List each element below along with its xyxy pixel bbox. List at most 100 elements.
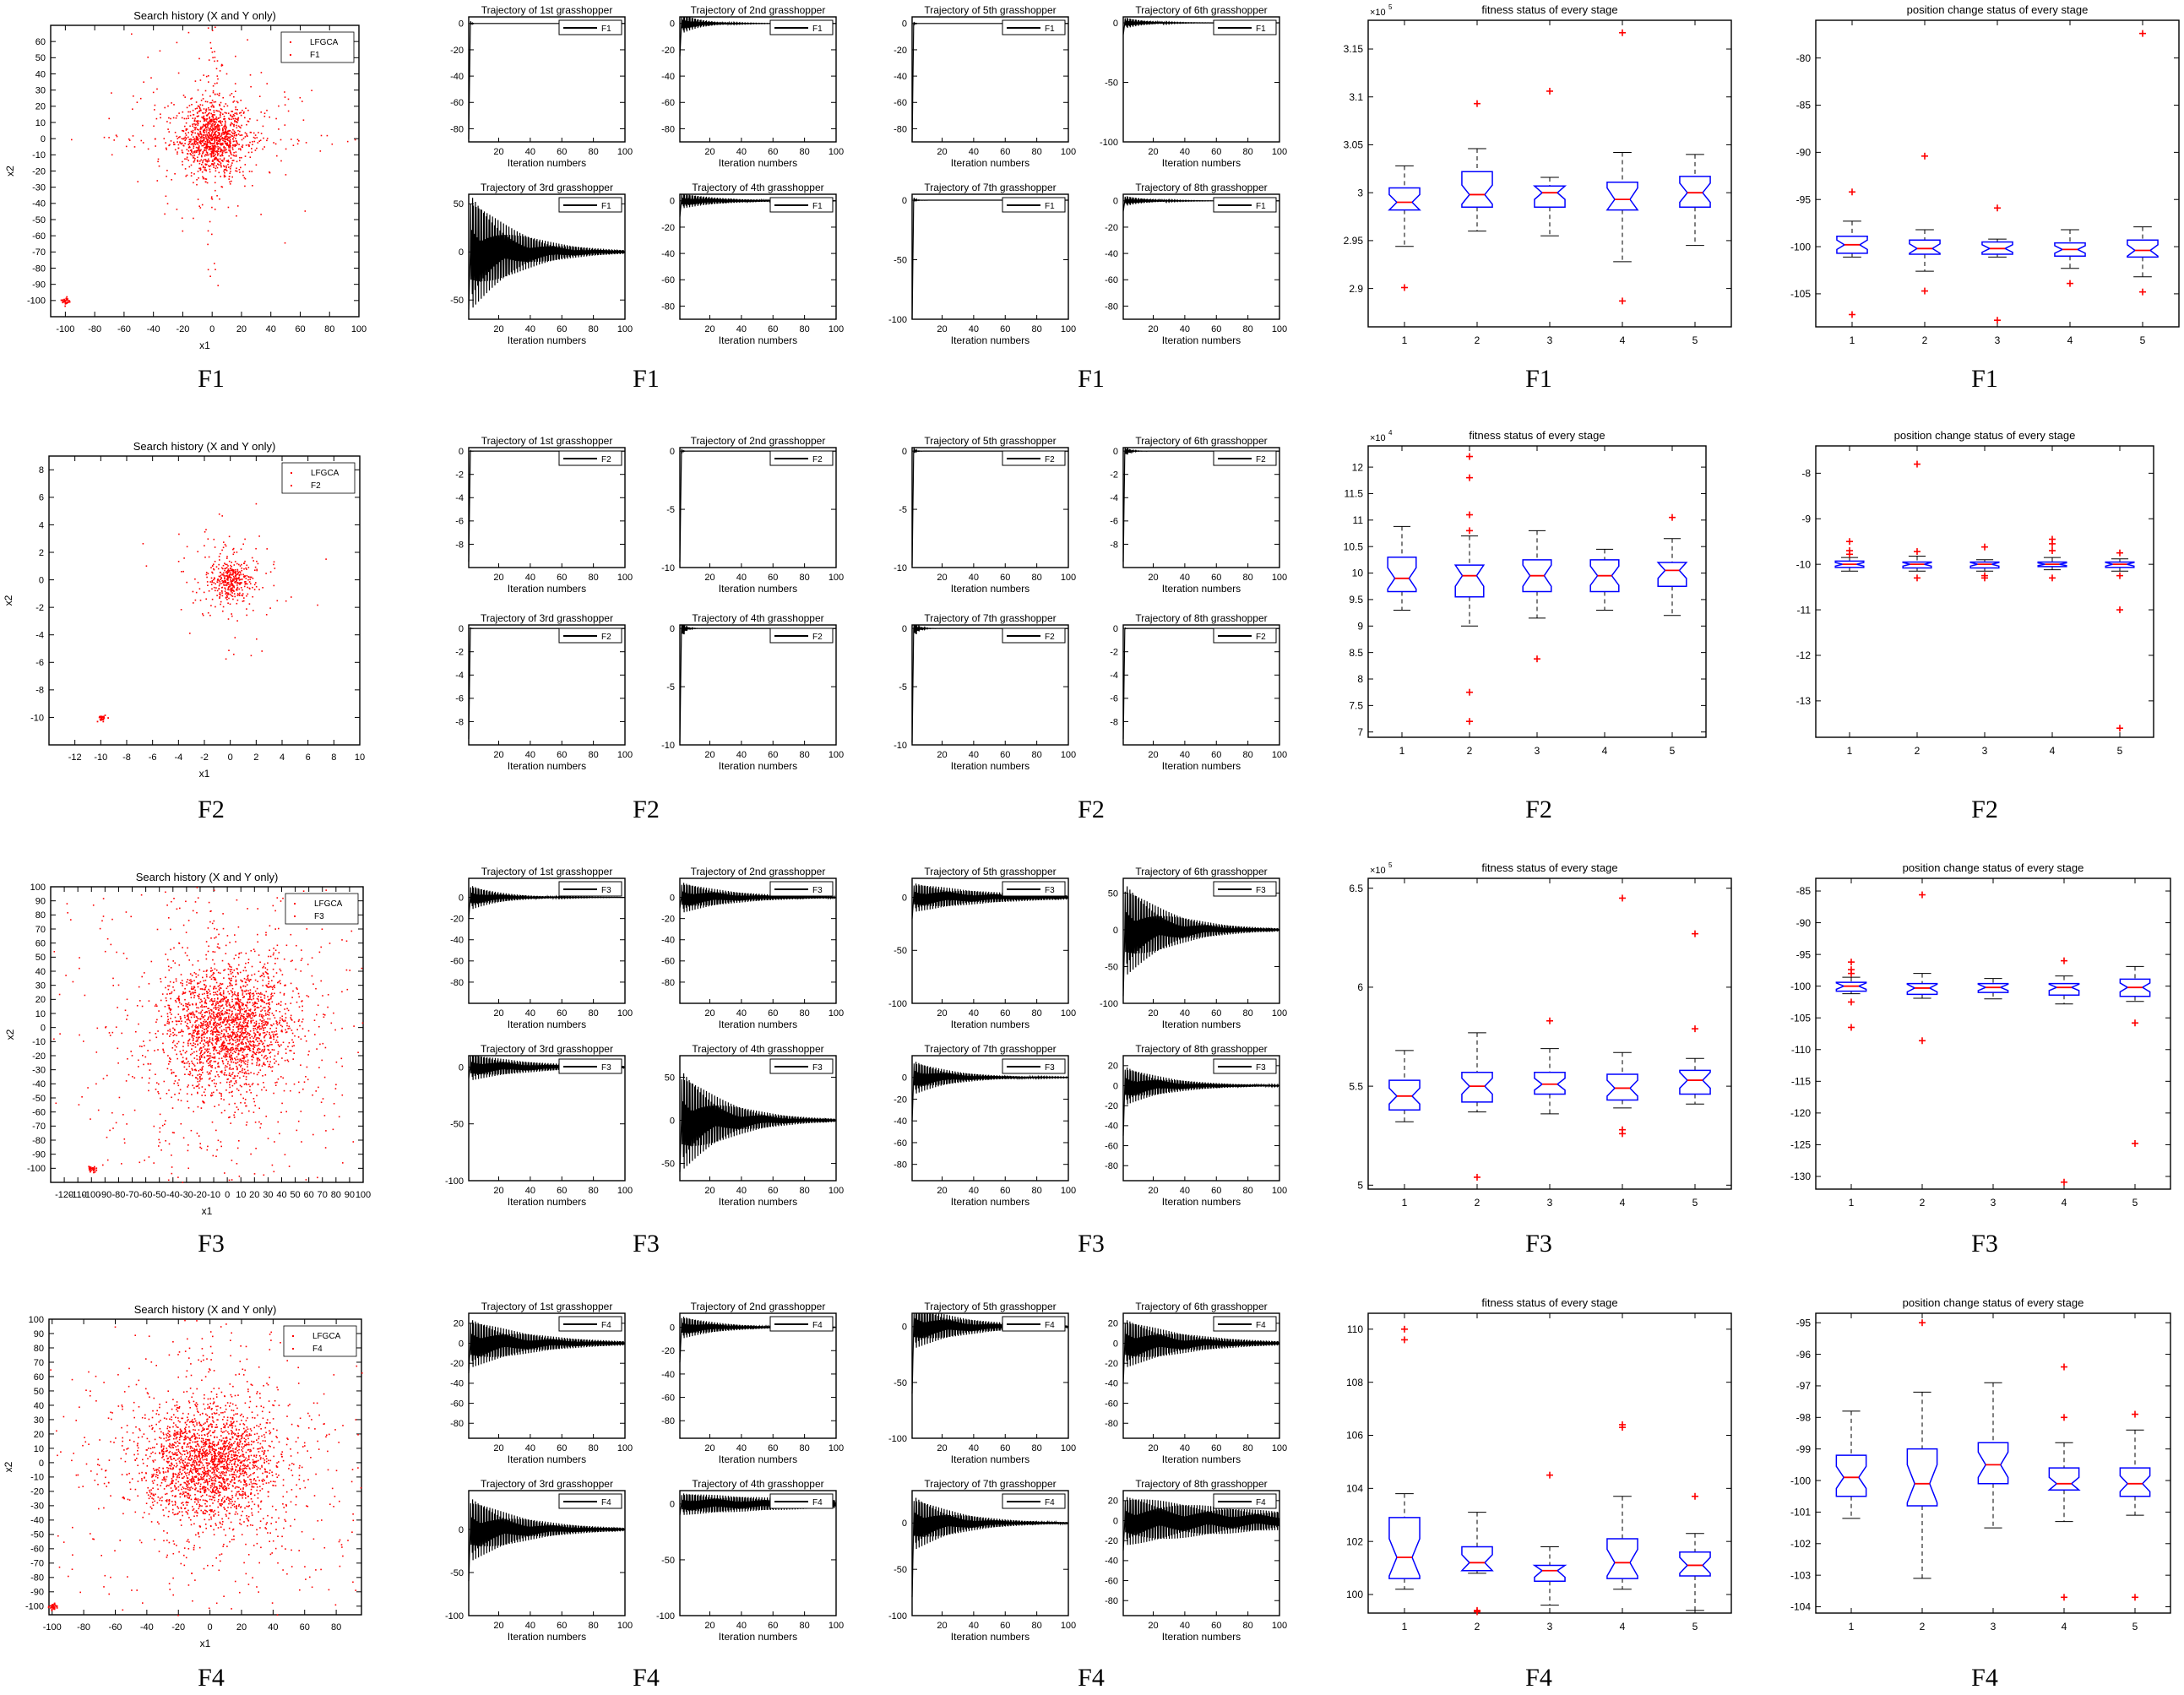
scatter-point <box>216 991 219 992</box>
scatter-point <box>222 128 224 129</box>
scatter-point <box>153 125 155 128</box>
scatter-point <box>197 1031 198 1033</box>
scatter-point <box>220 983 223 986</box>
scatter-point <box>198 111 200 112</box>
scatter-point <box>221 983 224 985</box>
scatter-point <box>235 106 236 108</box>
x-tick-label: 0 <box>228 752 233 763</box>
scatter-point <box>199 1052 201 1055</box>
scatter-point <box>186 984 187 986</box>
scatter-point <box>274 910 276 912</box>
scatter-point <box>205 572 208 573</box>
scatter-point <box>166 1033 168 1035</box>
scatter-point <box>193 602 194 604</box>
scatter-point <box>215 1129 217 1132</box>
y-tick-label: -40 <box>32 1079 46 1089</box>
scatter-point <box>169 1029 171 1030</box>
chart-title: Trajectory of 4th grasshopper <box>692 182 823 193</box>
scatter-point <box>206 154 208 156</box>
scatter-point <box>197 144 199 145</box>
scatter-point <box>223 133 225 135</box>
scatter-point <box>81 1096 83 1098</box>
scatter-point <box>244 560 246 562</box>
scatter-point <box>112 977 114 980</box>
scatter-point <box>207 1051 209 1052</box>
scatter-point <box>228 964 231 966</box>
x-tick-label: -20 <box>193 1190 207 1200</box>
x-tick-label: 40 <box>525 324 535 334</box>
scatter-point <box>236 124 237 127</box>
scatter-point <box>144 1160 145 1161</box>
scatter-point <box>166 1022 168 1024</box>
scatter-point <box>211 132 213 134</box>
scatter-point <box>128 138 130 140</box>
scatter-point <box>262 148 263 150</box>
scatter-point <box>121 1163 122 1165</box>
scatter-point <box>198 997 200 1000</box>
scatter-point <box>214 937 215 939</box>
scatter-point <box>236 1047 238 1049</box>
scatter-point <box>197 1084 199 1087</box>
scatter-point <box>173 104 175 106</box>
scatter-point <box>216 75 219 77</box>
scatter-point <box>228 1103 231 1106</box>
scatter-point <box>253 1028 254 1029</box>
x-tick-label: 40 <box>276 1190 286 1200</box>
legend-entry: F2 <box>601 633 611 642</box>
scatter-point <box>225 128 226 131</box>
scatter-point <box>225 658 227 660</box>
y-tick-label: -6 <box>455 517 464 527</box>
x-axis-label: Iteration numbers <box>1162 760 1241 772</box>
scatter-point <box>199 149 202 152</box>
scatter-point <box>225 139 228 140</box>
scatter-point <box>177 1057 178 1060</box>
initial-cluster-point <box>60 299 62 302</box>
scatter-point <box>190 988 193 990</box>
scatter-point <box>157 1030 159 1032</box>
scatter-point <box>190 979 192 981</box>
scatter-point <box>204 125 206 128</box>
scatter-point <box>170 1069 172 1071</box>
scatter-point <box>194 599 197 601</box>
x-tick-label: -100 <box>56 324 74 334</box>
scatter-point <box>236 589 238 591</box>
scatter-point <box>197 1106 199 1108</box>
scatter-point <box>215 167 217 170</box>
legend-entry: F1 <box>1256 202 1266 211</box>
x-axis-label: Iteration numbers <box>719 583 797 595</box>
box-4 <box>1605 29 1639 305</box>
scatter-point <box>242 1075 245 1078</box>
x-tick-label: 5 <box>1692 334 1698 346</box>
scatter-point <box>243 996 245 997</box>
y-tick-label: 10.5 <box>1344 541 1364 552</box>
scatter-point <box>205 149 207 151</box>
scatter-point <box>201 1029 204 1032</box>
scatter-point <box>198 106 201 108</box>
scatter-point <box>187 1014 189 1016</box>
scatter-point <box>236 1015 238 1018</box>
scatter-point <box>198 996 200 997</box>
scatter-point <box>192 129 194 132</box>
scatter-point <box>236 118 237 120</box>
scatter-point <box>225 112 227 114</box>
scatter-point <box>245 1041 247 1044</box>
scatter-point <box>250 1018 252 1019</box>
scatter-point <box>231 1006 233 1008</box>
scatter-point <box>247 1063 248 1066</box>
scatter-point <box>186 1019 187 1021</box>
scatter-point <box>222 1062 225 1065</box>
scatter-point <box>247 579 249 581</box>
scatter-point <box>205 110 208 112</box>
scatter-point <box>207 538 209 540</box>
scatter-point <box>225 103 227 105</box>
scatter-point <box>225 127 227 129</box>
scatter-point <box>220 116 221 118</box>
scatter-point <box>194 143 196 145</box>
scatter-point <box>237 125 240 128</box>
scatter-point <box>232 101 234 103</box>
scatter-point <box>222 139 224 141</box>
scatter-point <box>211 1095 214 1096</box>
scatter-point <box>197 1038 199 1040</box>
scatter-point <box>211 1057 214 1058</box>
x-tick-label: 70 <box>318 1190 328 1200</box>
